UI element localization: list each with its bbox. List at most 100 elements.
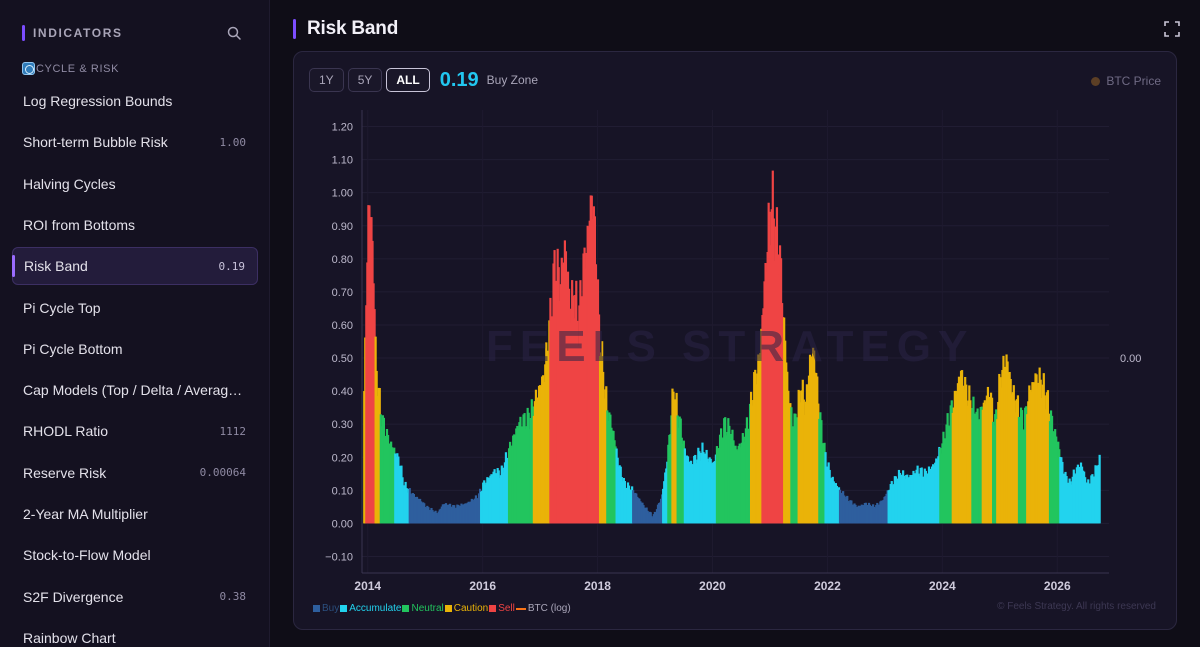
sidebar-item-label: Cap Models (Top / Delta / Averag… bbox=[23, 382, 243, 399]
sidebar-item-label: Risk Band bbox=[24, 258, 88, 275]
sidebar-item-value: 0.38 bbox=[219, 590, 247, 604]
legend-swatch bbox=[489, 605, 497, 612]
x-tick-label: 2018 bbox=[584, 579, 611, 593]
legend-swatch bbox=[515, 607, 526, 610]
y-tick-label: 1.00 bbox=[332, 188, 353, 200]
y-tick-label: 0.30 bbox=[332, 419, 353, 431]
sidebar-item[interactable]: Log Regression Bounds bbox=[12, 82, 258, 120]
sidebar-header: INDICATORS bbox=[22, 22, 248, 44]
legend-swatch bbox=[340, 605, 348, 612]
sidebar-item[interactable]: Stock-to-Flow Model bbox=[12, 536, 258, 574]
sidebar-item[interactable]: ROI from Bottoms bbox=[12, 206, 258, 244]
y-tick-label: 0.60 bbox=[332, 320, 353, 332]
y-tick-label: 0.40 bbox=[332, 386, 353, 398]
legend-label: Buy bbox=[322, 603, 340, 614]
y-tick-label: −0.10 bbox=[325, 551, 353, 563]
sidebar-item-label: Pi Cycle Bottom bbox=[23, 340, 123, 357]
x-tick-label: 2014 bbox=[354, 579, 381, 593]
legend-item[interactable]: Buy bbox=[313, 603, 339, 614]
legend-label: Accumulate bbox=[349, 603, 402, 614]
sidebar-item[interactable]: Risk Band 0.19 bbox=[12, 247, 258, 286]
sidebar-item-value: 1.00 bbox=[219, 135, 247, 149]
sidebar-item-label: 2-Year MA Multiplier bbox=[23, 506, 148, 522]
range-all-button[interactable]: ALL bbox=[386, 68, 430, 92]
page-title: Risk Band bbox=[293, 18, 398, 40]
legend-label: Neutral bbox=[411, 603, 444, 614]
risk-score: 0.19 bbox=[439, 68, 479, 91]
legend-item[interactable]: BTC (log) bbox=[515, 603, 571, 614]
sidebar-item[interactable]: Rainbow Chart bbox=[12, 619, 258, 647]
legend-label: Sell bbox=[498, 603, 515, 614]
risk-band-chart: 1.20 1.10 1.00 0.90 0.80 0.70 0.60 0.50 0.40 0.30… bbox=[325, 110, 1141, 593]
section-label: CYCLE & RISK bbox=[22, 62, 119, 75]
sidebar-item[interactable]: RHODL Ratio 1112 bbox=[12, 412, 258, 450]
sidebar-item[interactable]: Pi Cycle Bottom bbox=[12, 330, 258, 368]
sidebar-item-label: Stock-to-Flow Model bbox=[23, 547, 151, 564]
zone-label: Buy Zone bbox=[486, 73, 539, 87]
sidebar-item-label: Log Regression Bounds bbox=[23, 93, 173, 109]
sidebar-item-label: Halving Cycles bbox=[23, 175, 116, 192]
legend-item[interactable]: Sell bbox=[489, 603, 515, 614]
legend-item[interactable]: Accumulate bbox=[340, 603, 401, 614]
y-tick-label: 0.70 bbox=[332, 287, 353, 299]
sidebar-item-value: 0.19 bbox=[218, 259, 246, 273]
sidebar-item-label: ROI from Bottoms bbox=[23, 216, 136, 233]
chart-legend: Buy Accumulate Neutral Caution Sell BTC (log) bbox=[313, 603, 572, 614]
x-tick-label: 2020 bbox=[699, 579, 726, 593]
y-tick-label: 0.80 bbox=[332, 254, 353, 266]
sidebar: INDICATORS CYCLE & RISK Log Regression B… bbox=[0, 0, 270, 647]
copyright: © Feels Strategy. All rights reserved bbox=[997, 601, 1156, 612]
sidebar-item-label: Rainbow Chart bbox=[23, 629, 116, 646]
sidebar-item-label: S2F Divergence bbox=[23, 588, 124, 605]
y-tick-label: 1.20 bbox=[332, 122, 353, 134]
legend-swatch bbox=[444, 605, 452, 612]
x-tick-label: 2024 bbox=[929, 579, 956, 593]
btc-price-toggle[interactable]: BTC Price bbox=[1091, 74, 1161, 88]
range-selector: 1Y 5Y ALL 0.19 Buy Zone bbox=[309, 68, 538, 92]
legend-label: Caution bbox=[453, 603, 489, 614]
sidebar-item-label: Reserve Risk bbox=[23, 464, 107, 481]
expand-icon[interactable] bbox=[1164, 21, 1180, 37]
legend-label: BTC (log) bbox=[527, 603, 571, 614]
legend-item[interactable]: Neutral bbox=[402, 603, 444, 614]
page-title-text: Risk Band bbox=[307, 18, 399, 39]
sidebar-item[interactable]: Cap Models (Top / Delta / Averag… bbox=[12, 371, 258, 409]
sidebar-item[interactable]: S2F Divergence 0.38 bbox=[12, 578, 258, 616]
y-tick-label: 0.50 bbox=[332, 353, 353, 365]
legend-swatch bbox=[402, 605, 410, 612]
btc-price-dot bbox=[1091, 76, 1101, 86]
y-tick-label: 0.20 bbox=[332, 452, 353, 464]
sidebar-item[interactable]: Short-term Bubble Risk 1.00 bbox=[12, 123, 258, 161]
accent-bar bbox=[22, 25, 25, 41]
x-tick-label: 2016 bbox=[469, 579, 496, 593]
legend-item[interactable]: Caution bbox=[444, 603, 489, 614]
sidebar-item[interactable]: Pi Cycle Top bbox=[12, 289, 258, 327]
sidebar-item[interactable]: Reserve Risk 0.00064 bbox=[12, 454, 258, 492]
y-tick-label: 1.10 bbox=[332, 155, 353, 167]
sidebar-item[interactable]: 2-Year MA Multiplier bbox=[12, 495, 258, 533]
main-panel: Risk Band 1.20 1.10 1.00 0.90 0.80 0.70 0.60 0.… bbox=[271, 0, 1200, 647]
y-tick-label: 0.10 bbox=[332, 485, 353, 497]
section-title: CYCLE & RISK bbox=[36, 62, 120, 75]
legend-swatch bbox=[313, 605, 320, 612]
y-tick-label: 0.90 bbox=[332, 221, 353, 233]
x-tick-label: 2026 bbox=[1044, 579, 1071, 593]
search-icon[interactable] bbox=[226, 25, 242, 41]
risk-bar bbox=[1098, 454, 1101, 524]
accent-bar bbox=[293, 19, 296, 39]
btc-price-label: BTC Price bbox=[1106, 74, 1161, 88]
y-tick-label: 0.00 bbox=[332, 518, 353, 530]
sidebar-item-value: 1112 bbox=[219, 424, 247, 438]
sidebar-item-label: Short-term Bubble Risk bbox=[23, 134, 168, 151]
sidebar-item-label: RHODL Ratio bbox=[23, 423, 109, 440]
cycle-icon bbox=[22, 62, 35, 75]
sidebar-item[interactable]: Halving Cycles bbox=[12, 165, 258, 203]
chart-card: 1.20 1.10 1.00 0.90 0.80 0.70 0.60 0.50 0.40 0.30… bbox=[293, 51, 1177, 630]
sidebar-title: INDICATORS bbox=[33, 26, 123, 40]
range-1y-button[interactable]: 1Y bbox=[309, 68, 344, 92]
range-5y-button[interactable]: 5Y bbox=[347, 68, 383, 92]
sidebar-item-label: Pi Cycle Top bbox=[23, 299, 101, 316]
sidebar-item-value: 0.00064 bbox=[199, 466, 246, 480]
x-tick-label: 2022 bbox=[814, 579, 841, 593]
